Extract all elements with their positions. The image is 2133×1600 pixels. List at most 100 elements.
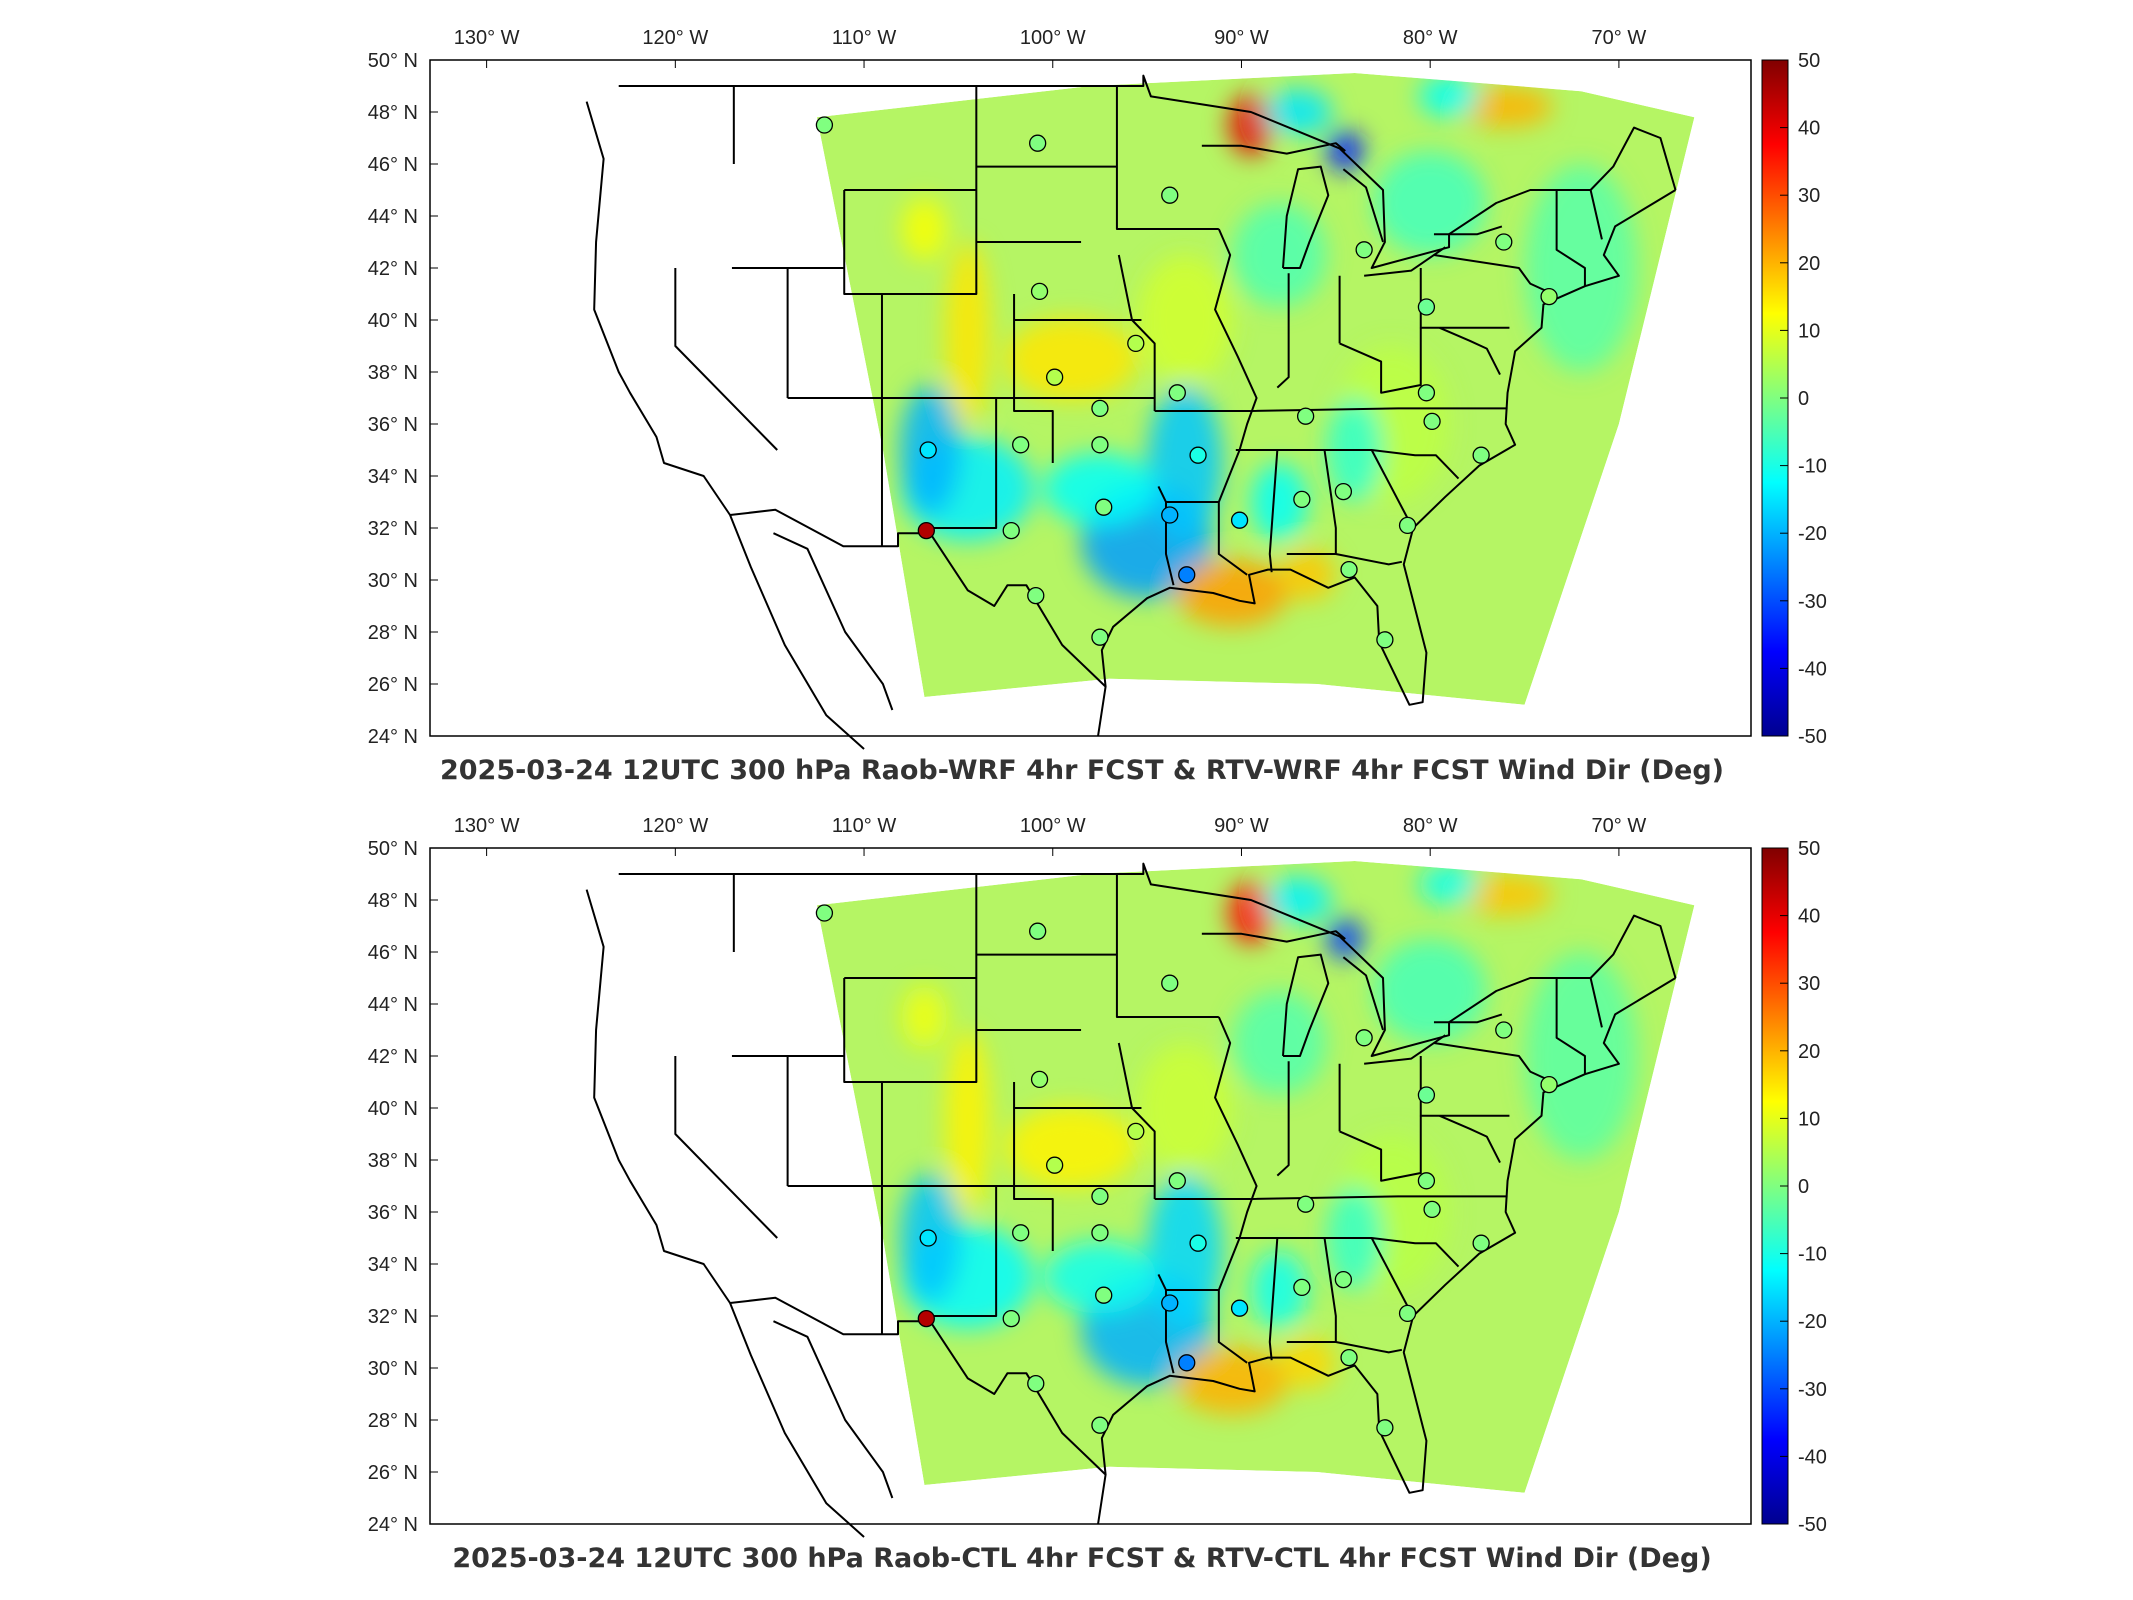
- border-line: [1115, 874, 1219, 1018]
- colorbar-tick-label: -20: [1798, 523, 1827, 545]
- lon-tick-label: 130° W: [454, 815, 520, 837]
- field-anomaly: [1373, 151, 1487, 255]
- lat-tick-label: 44° N: [368, 206, 418, 228]
- field-anomaly: [1418, 75, 1480, 118]
- lat-tick-label: 34° N: [368, 466, 418, 488]
- colorbar-tick-label: -50: [1798, 726, 1827, 748]
- station-marker: [1029, 134, 1047, 152]
- border-line: [1268, 1237, 1279, 1361]
- latitude-ticks: 50° N 48° N 46° N 44° N 42° N 40° N 38° N 36° N…: [368, 50, 438, 748]
- lon-tick-label: 80° W: [1403, 27, 1458, 49]
- colorbar-tick-label: -20: [1798, 1311, 1827, 1333]
- station-marker: [1334, 482, 1353, 501]
- field-anomaly: [1250, 463, 1308, 541]
- station-marker: [1230, 1299, 1249, 1317]
- border-line: [1433, 254, 1554, 295]
- lon-tick-label: 120° W: [642, 27, 708, 49]
- station-marker: [1091, 399, 1109, 418]
- lat-tick-label: 50° N: [368, 838, 418, 860]
- lat-tick-label: 40° N: [368, 310, 418, 332]
- border-line: [1589, 977, 1603, 1028]
- lon-tick-label: 110° W: [832, 27, 896, 49]
- border-line: [1370, 449, 1413, 526]
- panel-title: 2025-03-24 12UTC 300 hPa Raob-CTL 4hr FC…: [452, 1543, 1711, 1574]
- colorbar-tick-label: 20: [1798, 253, 1820, 275]
- field-anomaly: [1458, 86, 1553, 128]
- station-marker: [1030, 1070, 1049, 1089]
- border-line: [1115, 86, 1219, 230]
- border-line: [585, 889, 865, 1538]
- lat-tick-label: 30° N: [368, 1358, 418, 1380]
- coastline-borders: [585, 862, 1677, 1538]
- station-marker: [917, 521, 935, 540]
- lat-tick-label: 38° N: [368, 362, 418, 384]
- lat-tick-label: 30° N: [368, 570, 418, 592]
- lat-tick-label: 40° N: [368, 1098, 418, 1120]
- border-line: [1268, 449, 1279, 573]
- station-marker: [1127, 1122, 1145, 1141]
- lon-tick-label: 80° W: [1403, 815, 1458, 837]
- border-line: [773, 1320, 894, 1499]
- field-anomaly: [1279, 1336, 1336, 1389]
- field-anomaly: [1264, 876, 1333, 924]
- lon-tick-label: 70° W: [1592, 27, 1647, 49]
- border-line: [1339, 1115, 1422, 1182]
- field-anomaly: [945, 1030, 991, 1212]
- station-marker: [1472, 1234, 1490, 1252]
- latitude-ticks: 50° N 48° N 46° N 44° N 42° N 40° N 38° N 36° N…: [368, 838, 438, 1536]
- station-marker: [1168, 384, 1186, 402]
- panel-title: 2025-03-24 12UTC 300 hPa Raob-WRF 4hr FC…: [440, 755, 1724, 786]
- border-line: [1342, 956, 1384, 1031]
- forecast-domain-field: [816, 861, 1695, 1493]
- colorbar-tick-label: 20: [1798, 1041, 1820, 1063]
- station-marker: [1495, 1021, 1513, 1039]
- raob-stations: [815, 904, 1558, 1437]
- field-anomaly: [1137, 1043, 1233, 1173]
- field-anomaly: [1147, 385, 1223, 541]
- station-marker: [1417, 1086, 1436, 1104]
- station-marker: [1423, 412, 1441, 431]
- field-anomaly: [1005, 1105, 1138, 1189]
- station-marker: [1376, 1419, 1394, 1437]
- station-marker: [1178, 566, 1196, 584]
- border-line: [1439, 1114, 1501, 1164]
- coastline-borders: [585, 74, 1677, 750]
- station-marker: [1495, 233, 1513, 251]
- station-marker: [1091, 1224, 1109, 1242]
- border-line: [1589, 189, 1603, 240]
- colorbar-tick-label: -30: [1798, 591, 1827, 613]
- field-anomaly: [901, 985, 948, 1049]
- lat-tick-label: 36° N: [368, 414, 418, 436]
- station-marker: [1293, 490, 1311, 509]
- colorbar-tick-label: 40: [1798, 118, 1820, 140]
- lat-tick-label: 28° N: [368, 622, 418, 644]
- station-marker: [1161, 506, 1179, 524]
- colorbar-tick-label: 10: [1798, 1108, 1820, 1130]
- longitude-ticks: 130° W 120° W 110° W 100° W 90° W 80° W 70° W: [454, 27, 1647, 68]
- station-marker: [1355, 1029, 1373, 1047]
- station-marker: [917, 1309, 935, 1328]
- lat-tick-label: 38° N: [368, 1150, 418, 1172]
- border-line: [928, 1186, 998, 1317]
- field-anomaly: [1232, 991, 1327, 1095]
- colorbar-tick-label: 30: [1798, 973, 1820, 995]
- station-marker: [1417, 298, 1436, 316]
- border-line: [1555, 190, 1586, 287]
- border-line: [1286, 1237, 1337, 1343]
- border-line: [618, 74, 1677, 269]
- station-marker: [1091, 436, 1109, 454]
- lat-tick-label: 44° N: [368, 994, 418, 1016]
- lon-tick-label: 100° W: [1020, 27, 1086, 49]
- station-marker: [1168, 1172, 1186, 1190]
- border-line: [1201, 142, 1346, 155]
- border-line: [1281, 953, 1330, 1057]
- border-line: [674, 268, 778, 451]
- station-marker: [1417, 384, 1436, 402]
- lat-tick-label: 24° N: [368, 1514, 418, 1536]
- field-anomaly: [1373, 939, 1487, 1043]
- field-anomaly: [1524, 952, 1638, 1160]
- lat-tick-label: 24° N: [368, 726, 418, 748]
- station-marker: [1423, 1200, 1441, 1219]
- station-marker: [815, 904, 834, 922]
- border-line: [1555, 978, 1586, 1075]
